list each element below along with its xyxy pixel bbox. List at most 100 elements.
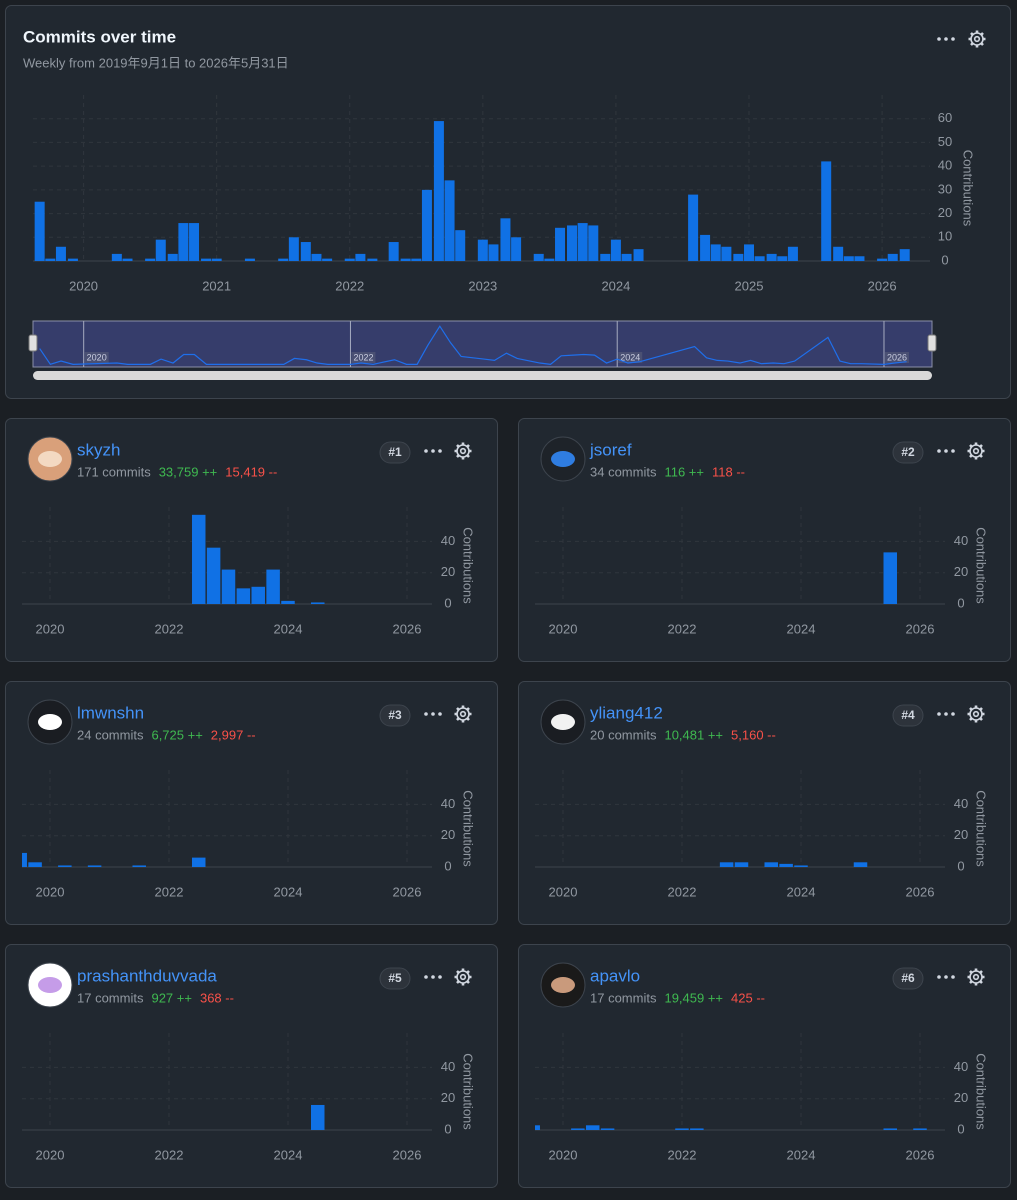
x-tick-label: 2021	[202, 278, 231, 293]
bar	[244, 258, 255, 261]
bar	[744, 244, 755, 261]
bar	[87, 865, 102, 867]
x-tick-label: 2022	[155, 884, 184, 899]
settings-button[interactable]	[967, 442, 985, 460]
bar	[45, 258, 56, 261]
y-tick-label: 20	[441, 564, 455, 579]
y-tick-label: 60	[938, 110, 952, 125]
bar	[191, 857, 206, 867]
x-tick-label: 2024	[787, 621, 816, 636]
rank: #4	[901, 708, 915, 722]
range-handle[interactable]	[28, 334, 38, 352]
scrollbar[interactable]	[33, 371, 932, 380]
x-tick-label: 2022	[668, 1147, 697, 1162]
bar	[779, 863, 793, 867]
bar	[58, 865, 72, 867]
bar	[266, 569, 280, 604]
contributor-name[interactable]: skyzh	[77, 440, 120, 459]
settings-button[interactable]	[454, 442, 472, 460]
contributor-name[interactable]: yliang412	[590, 703, 663, 722]
y-tick-label: 20	[954, 564, 968, 579]
additions: 10,481 ++	[664, 727, 723, 742]
y-tick-label: 50	[938, 134, 952, 149]
additions: 33,759 ++	[159, 464, 218, 479]
bar	[67, 258, 78, 261]
range-handle[interactable]	[927, 334, 937, 352]
bar	[34, 201, 45, 261]
bar	[571, 1128, 585, 1130]
settings-button[interactable]	[454, 968, 472, 986]
bar	[367, 258, 378, 261]
x-tick-label: 2022	[155, 1147, 184, 1162]
x-tick-label: 2024	[274, 884, 303, 899]
more-options[interactable]	[937, 37, 955, 41]
avatar-detail	[551, 977, 575, 993]
more-options[interactable]	[937, 449, 955, 453]
contributor-name[interactable]: jsoref	[589, 440, 632, 459]
bar	[477, 239, 488, 261]
bar	[621, 253, 632, 261]
bar	[700, 234, 711, 261]
x-tick-label: 2020	[549, 1147, 578, 1162]
rank: #3	[388, 708, 402, 722]
bar	[191, 514, 206, 604]
bar	[455, 230, 466, 261]
bar	[310, 602, 325, 604]
additions: 116 ++	[664, 464, 704, 479]
rank: #1	[388, 445, 402, 459]
more-options[interactable]	[937, 712, 955, 716]
more-options[interactable]	[424, 449, 442, 453]
additions: 6,725 ++	[151, 727, 202, 742]
x-tick-label: 2020	[36, 1147, 65, 1162]
bar	[206, 547, 221, 604]
bar	[344, 258, 355, 261]
more-options[interactable]	[424, 975, 442, 979]
y-tick-label: 40	[441, 533, 455, 548]
bar	[201, 258, 212, 261]
deletions: 2,997 --	[211, 727, 256, 742]
y-axis-label: Contributions	[961, 150, 976, 227]
settings-button[interactable]	[968, 30, 986, 48]
commit-count: 24 commits	[77, 727, 144, 742]
bar	[221, 569, 236, 604]
bar	[122, 258, 133, 261]
x-tick-label: 2020	[36, 621, 65, 636]
rank-badge	[379, 441, 411, 464]
settings-button[interactable]	[454, 705, 472, 723]
y-tick-label: 40	[441, 796, 455, 811]
y-tick-label: 40	[938, 158, 952, 173]
x-tick-label: 2022	[668, 884, 697, 899]
y-axis-label: Contributions	[461, 527, 476, 604]
bar	[899, 249, 910, 261]
bar	[833, 246, 844, 261]
bar	[734, 862, 749, 867]
avatar-detail	[38, 451, 62, 467]
bar	[355, 253, 366, 261]
navigator-label-bg	[351, 352, 376, 363]
y-tick-label: 0	[444, 595, 451, 610]
more-options[interactable]	[424, 712, 442, 716]
rank-badge	[379, 704, 411, 727]
more-options[interactable]	[937, 975, 955, 979]
contributor-card	[5, 418, 498, 662]
commit-count: 20 commits	[590, 727, 657, 742]
bar	[821, 161, 832, 261]
avatar-detail	[38, 714, 62, 730]
contributor-name[interactable]: apavlo	[590, 966, 640, 985]
contributor-name[interactable]: prashanthduvvada	[77, 966, 217, 985]
x-tick-label: 2026	[393, 621, 422, 636]
bar	[577, 223, 588, 261]
y-tick-label: 20	[938, 205, 952, 220]
y-tick-label: 10	[938, 229, 952, 244]
bar	[688, 194, 699, 261]
settings-button[interactable]	[967, 705, 985, 723]
y-axis-label: Contributions	[461, 790, 476, 867]
y-tick-label: 40	[954, 533, 968, 548]
contributor-name[interactable]: lmwnshn	[77, 703, 144, 722]
commit-count: 17 commits	[77, 990, 144, 1005]
contributor-card	[518, 681, 1011, 925]
settings-button[interactable]	[967, 968, 985, 986]
rank-badge	[892, 704, 924, 727]
additions: 927 ++	[151, 990, 192, 1005]
range-selector[interactable]	[32, 320, 933, 368]
